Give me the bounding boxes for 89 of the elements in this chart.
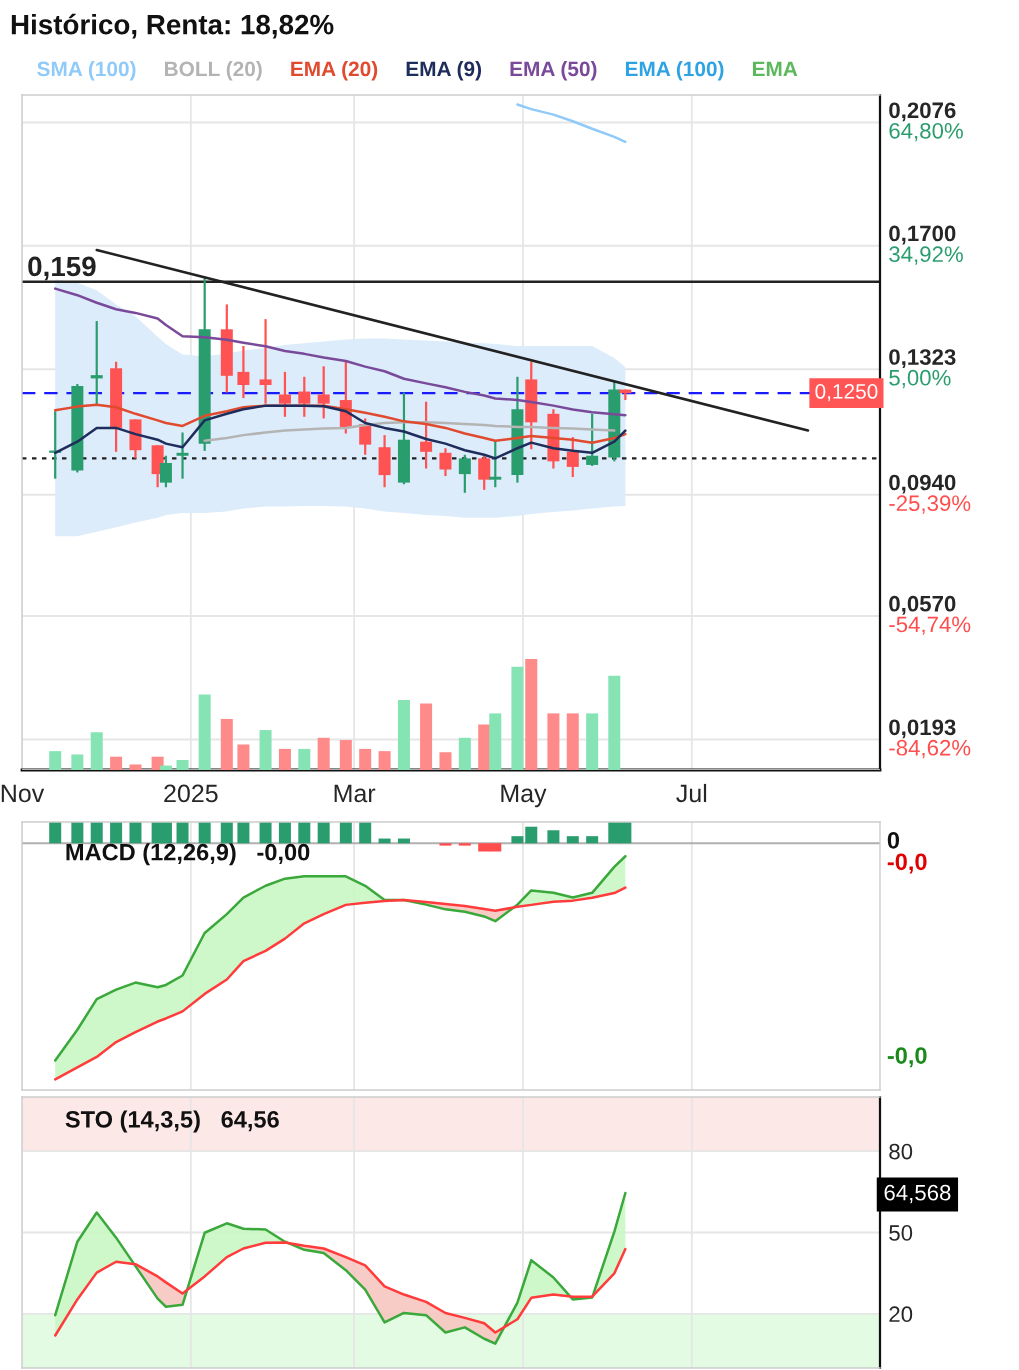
y-tick-label: 0,2076 bbox=[889, 102, 956, 122]
line-series bbox=[53, 1241, 627, 1337]
bar bbox=[547, 713, 560, 770]
bar bbox=[176, 760, 189, 770]
text: STO (14,3,5) 64,56 bbox=[65, 1110, 279, 1133]
y-tick-label: 80 bbox=[889, 1143, 913, 1160]
bar bbox=[317, 822, 330, 844]
bar bbox=[110, 756, 123, 770]
bar bbox=[298, 748, 311, 770]
bar bbox=[317, 737, 330, 770]
bar bbox=[278, 748, 291, 770]
bar bbox=[439, 843, 452, 846]
bar bbox=[159, 765, 172, 770]
text: -0,0 bbox=[887, 853, 927, 874]
bar bbox=[220, 718, 233, 770]
bar bbox=[489, 713, 502, 770]
bar bbox=[198, 822, 211, 844]
bar bbox=[110, 822, 123, 844]
text: -0,0 bbox=[887, 1047, 927, 1068]
text: BOLL (20) bbox=[164, 61, 262, 81]
y2-tick-label: -54,74% bbox=[889, 616, 971, 635]
text: 64,568 bbox=[884, 1184, 951, 1204]
text: 0 bbox=[887, 832, 900, 849]
bar bbox=[608, 675, 621, 770]
bar bbox=[198, 694, 211, 770]
y-tick-label: 0,0570 bbox=[889, 595, 956, 615]
bar bbox=[278, 822, 291, 844]
bar bbox=[176, 822, 189, 844]
text: EMA (9) bbox=[406, 61, 482, 81]
bar bbox=[259, 822, 272, 844]
y2-tick-label: 64,80% bbox=[889, 122, 963, 142]
text: SMA (100) bbox=[37, 61, 136, 81]
bar bbox=[259, 730, 272, 770]
bar bbox=[525, 659, 538, 770]
y-tick-label: 0,1323 bbox=[889, 349, 956, 369]
bar bbox=[71, 754, 84, 770]
bar bbox=[339, 822, 352, 844]
bar bbox=[420, 703, 433, 770]
bar bbox=[586, 836, 599, 844]
bar bbox=[237, 744, 250, 770]
bar bbox=[586, 713, 599, 770]
ref-line-label: 0,1250 bbox=[815, 384, 878, 402]
x-tick-label: May bbox=[501, 784, 547, 808]
bar bbox=[458, 737, 471, 770]
y-tick-label: 0,0940 bbox=[889, 474, 956, 494]
bar bbox=[547, 830, 560, 844]
legend-label: EMA (100) bbox=[625, 61, 724, 81]
bar bbox=[378, 751, 391, 770]
bar bbox=[525, 826, 538, 844]
bar bbox=[511, 836, 524, 844]
y-tick-label: 0,1700 bbox=[889, 225, 956, 245]
bar bbox=[49, 822, 62, 844]
bar bbox=[566, 713, 579, 770]
bar bbox=[90, 822, 103, 844]
bar bbox=[458, 843, 471, 846]
bar bbox=[397, 700, 410, 770]
y-tick-label: 50 bbox=[889, 1225, 913, 1241]
bar bbox=[359, 748, 372, 770]
x-tick-label: Mar bbox=[334, 784, 376, 803]
y2-tick-label: -84,62% bbox=[889, 739, 971, 759]
chart-title: Histórico, Renta: 18,82% bbox=[11, 13, 334, 39]
bar bbox=[220, 822, 233, 844]
ref-line-label: 0,159 bbox=[28, 256, 96, 281]
bar bbox=[566, 836, 579, 844]
bar bbox=[49, 751, 62, 770]
x-tick-label: Jul bbox=[676, 783, 707, 803]
text: MACD (12,26,9) -0,00 bbox=[66, 843, 310, 866]
bar bbox=[237, 822, 250, 844]
bar bbox=[339, 740, 352, 770]
line-series bbox=[53, 1191, 627, 1345]
bar bbox=[359, 822, 372, 844]
bar bbox=[129, 764, 142, 770]
text: EMA (20) bbox=[291, 61, 378, 81]
y-tick-label: 0,0193 bbox=[889, 719, 956, 739]
y2-tick-label: 34,92% bbox=[889, 246, 963, 265]
bar bbox=[439, 752, 452, 770]
bar bbox=[71, 822, 84, 844]
bar bbox=[90, 732, 103, 770]
bar bbox=[129, 822, 142, 844]
bar bbox=[511, 666, 524, 770]
legend-label: EMA bbox=[752, 61, 798, 77]
y-tick-label: 20 bbox=[889, 1306, 913, 1323]
y2-tick-label: 5,00% bbox=[889, 369, 951, 389]
x-tick-label: 2025 bbox=[164, 784, 218, 803]
bar bbox=[298, 822, 311, 844]
y2-tick-label: -25,39% bbox=[889, 495, 971, 514]
bar bbox=[478, 724, 491, 770]
x-tick-label: Nov bbox=[1, 784, 45, 803]
text: EMA (50) bbox=[510, 61, 597, 81]
